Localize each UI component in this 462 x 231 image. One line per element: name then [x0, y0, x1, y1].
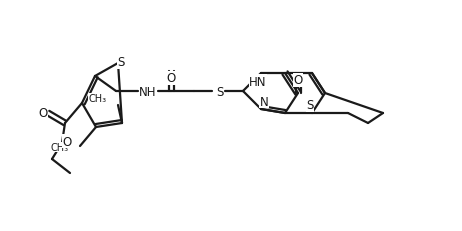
Text: CH₃: CH₃ — [51, 142, 69, 152]
Text: NH: NH — [139, 85, 157, 98]
Text: HN: HN — [249, 75, 267, 88]
Text: S: S — [117, 56, 125, 69]
Text: O: O — [166, 72, 176, 85]
Text: O: O — [62, 135, 72, 148]
Text: CH₃: CH₃ — [89, 94, 107, 103]
Text: S: S — [306, 99, 314, 112]
Text: N: N — [260, 95, 268, 108]
Text: O: O — [38, 107, 48, 120]
Text: S: S — [216, 85, 224, 98]
Text: O: O — [293, 74, 303, 87]
